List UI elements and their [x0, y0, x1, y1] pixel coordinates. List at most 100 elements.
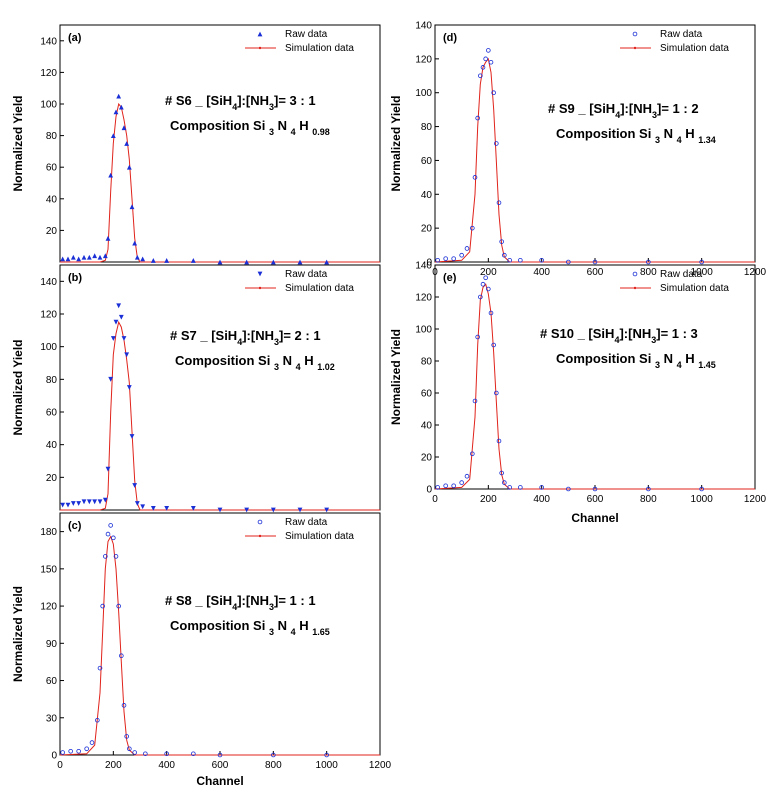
raw-data-point — [257, 271, 263, 277]
simulation-curve — [434, 57, 755, 263]
y-tick-label: 120 — [415, 293, 432, 304]
raw-data-point — [132, 240, 138, 246]
raw-data-point — [297, 507, 303, 513]
composition-annotation-part: Composition Si — [556, 351, 655, 366]
raw-data-point — [65, 256, 71, 262]
x-tick-label: 600 — [587, 267, 604, 278]
plot-frame — [59, 264, 381, 511]
y-tick-label: 90 — [46, 639, 58, 650]
plot-frame — [434, 264, 756, 490]
y-tick-label: 20 — [46, 226, 58, 237]
legend-sim-dot — [633, 46, 637, 50]
raw-data-point — [119, 653, 124, 659]
composition-annotation-part: Composition Si — [170, 118, 269, 133]
composition-annotation-part: 4 — [296, 362, 301, 372]
composition-annotation-part: H — [682, 351, 699, 366]
raw-data-point — [60, 502, 66, 508]
raw-data-point — [132, 750, 137, 755]
legend-sim-label: Simulation data — [285, 283, 354, 294]
sample-annotation-part: 4 — [614, 335, 619, 345]
raw-data-point — [118, 104, 124, 110]
sample-annotation: # S8 _ [SiH4]:[NH3]= 1 : 1 — [165, 593, 316, 612]
composition-annotation-part: 1.02 — [317, 362, 335, 372]
raw-data-point — [124, 734, 129, 739]
composition-annotation-part: 4 — [291, 127, 296, 137]
plot-frame — [59, 512, 381, 756]
y-tick-label: 140 — [415, 21, 432, 32]
raw-data-point — [488, 59, 494, 65]
raw-data-point — [507, 485, 512, 490]
panel-label: (e) — [443, 272, 457, 284]
y-tick-label: 0 — [51, 751, 57, 762]
legend: Raw data Simulation data — [245, 29, 354, 54]
raw-data-series — [60, 523, 329, 758]
legend-sim-dot — [633, 286, 637, 290]
y-tick-label: 80 — [421, 122, 433, 133]
x-tick-label: 1200 — [369, 760, 392, 771]
composition-annotation-part: 3 — [655, 135, 660, 145]
raw-data-series — [60, 93, 330, 265]
sample-annotation-part: 4 — [232, 102, 237, 112]
sample-annotation-part: 3 — [651, 335, 656, 345]
raw-data-point — [86, 254, 92, 260]
raw-data-point — [217, 507, 223, 513]
raw-data-point — [89, 740, 95, 745]
raw-data-point — [68, 748, 73, 754]
y-tick-label: 80 — [421, 357, 433, 368]
raw-data-point — [95, 717, 100, 723]
y-tick-label: 140 — [415, 261, 432, 272]
raw-data-point — [496, 200, 502, 206]
raw-data-point — [491, 90, 496, 96]
y-tick-label: 20 — [421, 453, 433, 464]
y-tick-label: 40 — [421, 421, 433, 432]
legend-raw-label: Raw data — [660, 269, 703, 280]
simulation-curve — [60, 320, 380, 511]
raw-data-point — [271, 752, 276, 758]
legend-raw-label: Raw data — [285, 517, 328, 528]
raw-data-point — [126, 164, 132, 170]
composition-annotation-part: 1.34 — [698, 135, 716, 145]
sample-annotation-part: 3 — [269, 602, 274, 612]
sample-annotation-part: ]= 2 : 1 — [279, 328, 321, 343]
panel-label: (b) — [68, 272, 82, 284]
raw-data-point — [443, 256, 448, 261]
raw-data-point — [126, 385, 132, 390]
y-tick-label: 30 — [46, 713, 58, 724]
raw-data-point — [164, 751, 169, 757]
sample-annotation-part: # S10 _ [SiH — [540, 326, 614, 341]
raw-data-point — [76, 256, 82, 262]
raw-data-point — [118, 314, 124, 320]
y-tick-label: 60 — [421, 389, 433, 400]
y-tick-label: 150 — [40, 564, 57, 575]
raw-data-point — [297, 259, 303, 265]
raw-data-point — [190, 505, 196, 511]
composition-annotation-part: 3 — [655, 360, 660, 370]
raw-data-point — [100, 603, 105, 609]
legend: Raw data Simulation data — [245, 269, 354, 294]
composition-annotation-part: 3 — [274, 362, 279, 372]
composition-annotation-part: H — [296, 118, 313, 133]
raw-data-point — [150, 505, 156, 511]
x-tick-label: 0 — [57, 760, 63, 771]
sample-annotation-part: 4 — [615, 110, 620, 120]
y-tick-label: 100 — [40, 100, 57, 111]
raw-data-point — [496, 438, 502, 444]
raw-data-point — [539, 258, 544, 263]
raw-data-point — [164, 505, 170, 511]
raw-data-point — [97, 499, 103, 505]
raw-data-point — [110, 336, 116, 341]
sample-annotation-part: ]:[NH — [620, 101, 652, 116]
y-tick-label: 100 — [415, 325, 432, 336]
x-axis-label: Channel — [196, 774, 243, 788]
legend-raw-label: Raw data — [285, 29, 328, 40]
sample-annotation: # S9 _ [SiH4]:[NH3]= 1 : 2 — [548, 101, 699, 120]
y-tick-label: 0 — [426, 485, 432, 496]
composition-annotation: Composition Si 3 N 4 H 1.34 — [556, 126, 716, 145]
sample-annotation-part: ]:[NH — [619, 326, 651, 341]
raw-data-point — [116, 303, 122, 309]
simulation-curve — [59, 535, 380, 756]
x-tick-label: 1000 — [316, 760, 339, 771]
x-tick-label: 1000 — [691, 494, 714, 505]
